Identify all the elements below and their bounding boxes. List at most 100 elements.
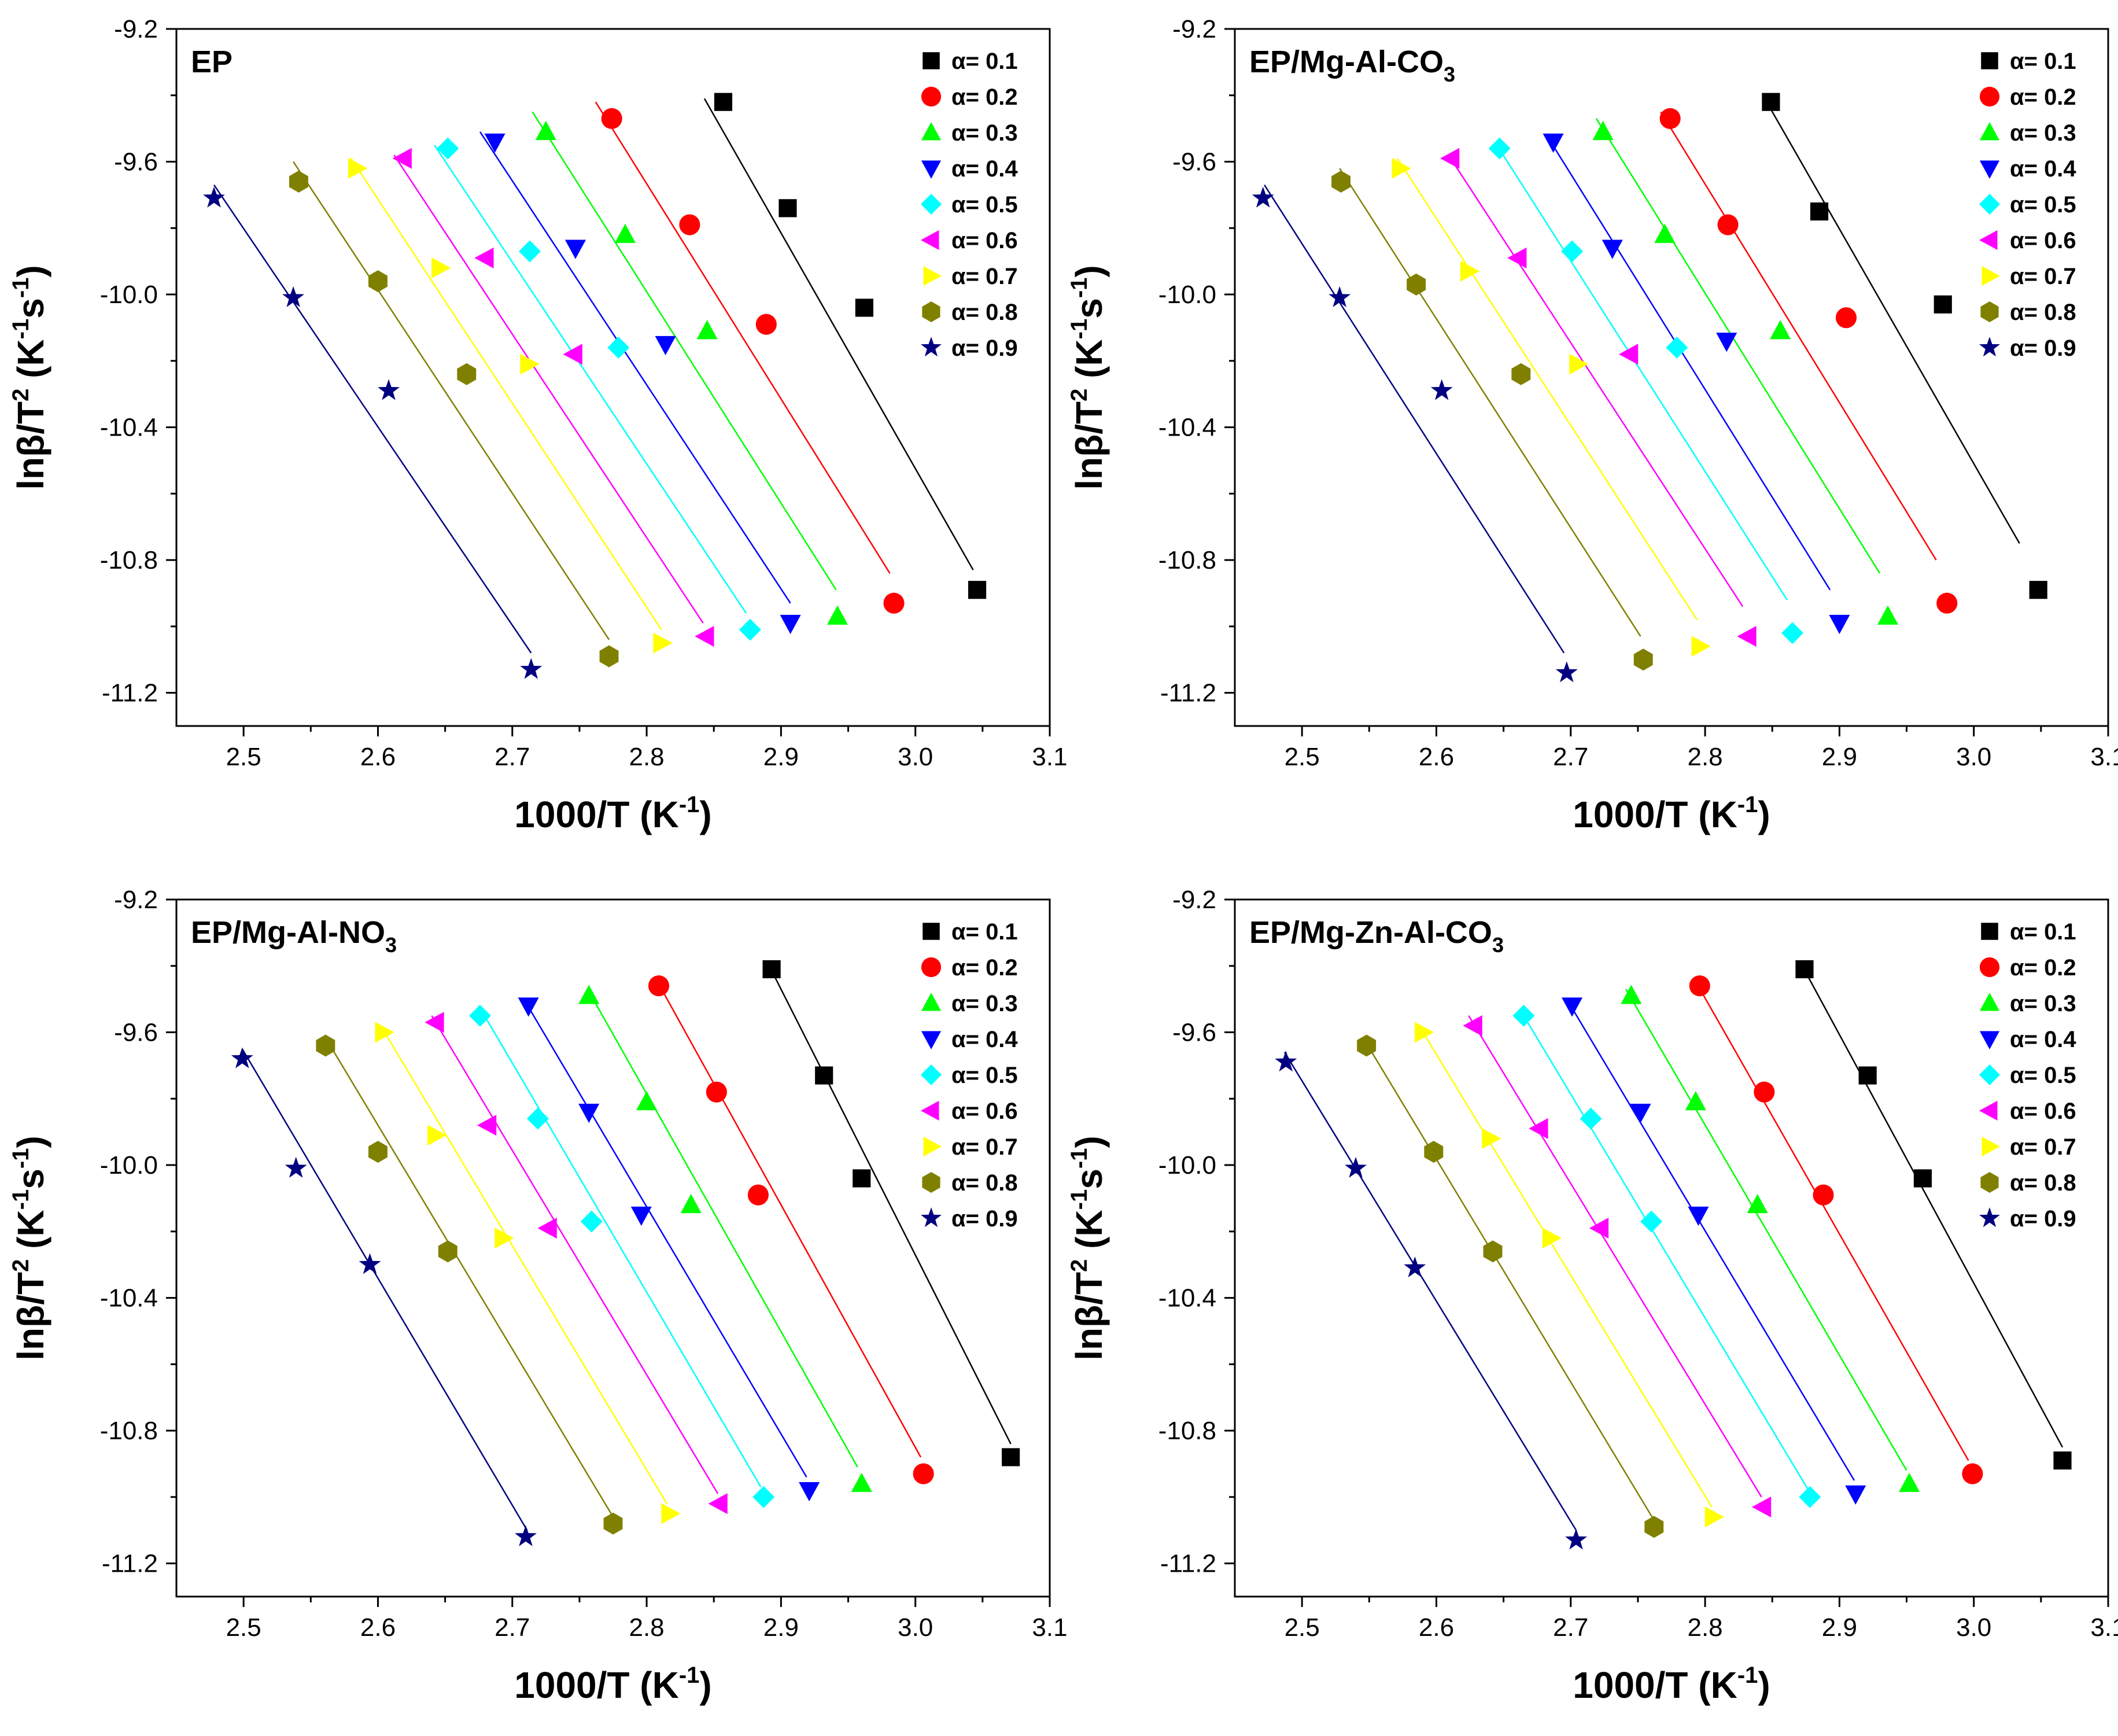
data-point — [1799, 1486, 1821, 1508]
fit-line — [1339, 168, 1641, 637]
data-point — [1717, 214, 1739, 235]
legend-marker — [922, 301, 940, 322]
series-1 — [762, 960, 1020, 1466]
series-5 — [1488, 137, 1804, 644]
data-point — [815, 1066, 833, 1085]
data-point — [457, 363, 477, 385]
x-tick-label: 3.0 — [1956, 743, 1991, 771]
legend-marker — [1979, 160, 2000, 179]
legend-marker — [923, 266, 942, 286]
data-point — [680, 1193, 702, 1214]
data-point — [1936, 592, 1958, 614]
data-point — [1858, 1066, 1877, 1085]
data-point — [2053, 1451, 2072, 1470]
data-point — [1716, 333, 1737, 352]
data-point — [477, 1115, 497, 1136]
legend-label: α= 0.1 — [2010, 49, 2076, 74]
y-tick-label: -10.4 — [100, 1284, 158, 1313]
data-point — [375, 1022, 394, 1043]
legend-marker — [921, 230, 939, 250]
data-point — [437, 137, 459, 160]
fit-line — [1693, 979, 1969, 1461]
series-7 — [1414, 1022, 1725, 1528]
data-point — [1580, 1107, 1602, 1130]
y-tick-label: -11.2 — [102, 1550, 158, 1578]
fit-line — [1264, 185, 1565, 654]
data-point — [630, 1206, 652, 1226]
fit-line — [532, 111, 837, 591]
series-5 — [433, 137, 761, 641]
legend-marker — [1979, 993, 2000, 1011]
legend-label: α= 0.2 — [2010, 84, 2076, 110]
legend-marker — [1979, 1100, 1998, 1121]
legend-marker — [1979, 1031, 2000, 1049]
x-tick-label: 2.5 — [226, 1613, 261, 1642]
data-point — [368, 270, 388, 293]
y-tick-label: -11.2 — [1160, 679, 1216, 707]
y-tick-label: -10.0 — [1158, 1151, 1216, 1180]
data-point — [601, 108, 622, 129]
legend-label: α= 0.6 — [951, 1099, 1018, 1124]
y-tick-label: -10.4 — [100, 414, 158, 442]
series-2 — [595, 101, 905, 614]
data-point — [603, 1512, 623, 1535]
data-point — [1899, 1472, 1920, 1492]
fit-line — [213, 184, 532, 654]
legend-marker — [1980, 301, 1999, 322]
data-point — [1507, 247, 1527, 268]
x-tick-label: 2.9 — [763, 1613, 799, 1642]
y-tick-label: -10.4 — [1158, 1284, 1216, 1313]
legend-marker — [921, 194, 942, 215]
fit-line — [393, 154, 704, 624]
y-tick-label: -10.8 — [1158, 546, 1216, 574]
data-point — [537, 1218, 557, 1239]
legend-label: α= 0.9 — [951, 1206, 1018, 1232]
fit-line — [323, 1035, 614, 1517]
data-point — [1762, 93, 1780, 111]
series-4 — [479, 131, 801, 635]
data-point — [289, 170, 308, 193]
fit-line — [655, 979, 922, 1458]
data-point — [378, 379, 400, 400]
data-point — [1770, 320, 1791, 340]
y-tick-label: -9.6 — [114, 148, 158, 176]
data-point — [1633, 648, 1653, 671]
data-point — [564, 239, 586, 259]
data-point — [1275, 1051, 1297, 1072]
series-8 — [289, 161, 619, 668]
series-4 — [1543, 133, 1850, 635]
fit-line — [595, 101, 891, 574]
fit-line — [1496, 145, 1788, 600]
legend-label: α= 0.9 — [951, 336, 1018, 361]
fit-line — [241, 1048, 528, 1531]
fit-line — [1363, 1038, 1655, 1521]
data-point — [752, 1486, 775, 1508]
legend-label: α= 0.5 — [2010, 1063, 2076, 1088]
x-tick-label: 2.5 — [226, 743, 261, 771]
legend-label: α= 0.6 — [2010, 1099, 2076, 1124]
legend-marker — [921, 337, 942, 357]
legend: α= 0.1 α= 0.2 α= 0.3 α= 0.4 α= 0.5 α= 0.6 α= 0… — [1979, 919, 2076, 1232]
x-tick-label: 2.9 — [763, 743, 799, 771]
data-point — [607, 336, 630, 359]
data-point — [427, 1125, 447, 1146]
y-tick-label: -9.2 — [114, 886, 158, 914]
x-axis-label: 1000/T (K-1) — [514, 1663, 711, 1706]
x-tick-label: 2.5 — [1285, 1613, 1320, 1642]
x-axis-label: 1000/T (K-1) — [1573, 792, 1770, 835]
data-point — [392, 148, 412, 169]
data-point — [1483, 1240, 1503, 1263]
x-tick-label: 2.7 — [1553, 743, 1588, 771]
legend-marker — [1979, 1207, 2000, 1228]
data-point — [1621, 985, 1642, 1004]
y-tick-label: -9.6 — [114, 1019, 158, 1047]
data-point — [203, 186, 226, 208]
data-point — [1962, 1463, 1983, 1484]
series-3 — [1592, 118, 1899, 625]
data-point — [520, 353, 540, 375]
y-tick-label: -10.0 — [100, 281, 158, 309]
data-point — [1813, 1184, 1834, 1206]
fit-line — [293, 161, 610, 640]
legend: α= 0.1 α= 0.2 α= 0.3 α= 0.4 α= 0.5 α= 0.6 α= 0… — [1979, 49, 2076, 361]
